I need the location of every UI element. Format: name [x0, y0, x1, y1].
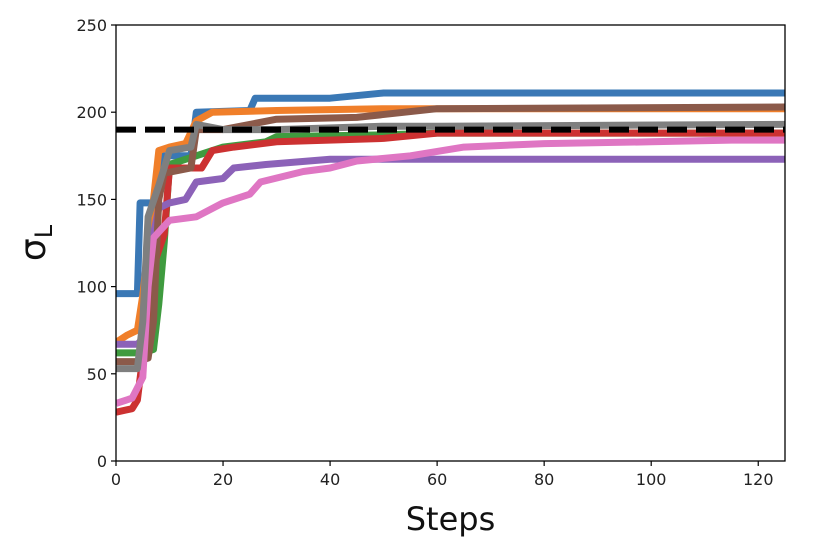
y-axis-title: σL: [13, 224, 58, 261]
y-axis-title-main: σ: [13, 238, 54, 261]
series-line-5: [116, 155, 785, 348]
x-axis-ticks: 0 20 40 60 80 100 120: [111, 461, 774, 489]
x-tick-label: 80: [534, 470, 554, 489]
x-tick-label: 0: [111, 470, 121, 489]
y-tick-label: 0: [97, 452, 107, 471]
y-axis-ticks: 0 50 100 150 200 250: [76, 16, 116, 471]
x-tick-label: 40: [320, 470, 340, 489]
series-line-3: [116, 129, 785, 357]
series-line-8: [116, 120, 785, 373]
y-tick-label: 50: [87, 365, 107, 384]
x-tick-label: 100: [636, 470, 667, 489]
y-axis-title-subscript: L: [30, 224, 58, 238]
y-tick-label: 250: [76, 16, 107, 35]
y-tick-label: 150: [76, 190, 107, 209]
x-tick-label: 60: [427, 470, 447, 489]
x-tick-label: 120: [743, 470, 774, 489]
y-tick-label: 200: [76, 103, 107, 122]
x-axis-title: Steps: [406, 500, 496, 538]
plot-frame: [115, 24, 786, 462]
series-line-4: [116, 129, 785, 416]
series-line-7: [116, 136, 785, 407]
series-line-6: [116, 103, 785, 366]
x-tick-label: 20: [213, 470, 233, 489]
series-layer: [116, 89, 785, 416]
y-tick-label: 100: [76, 278, 107, 297]
